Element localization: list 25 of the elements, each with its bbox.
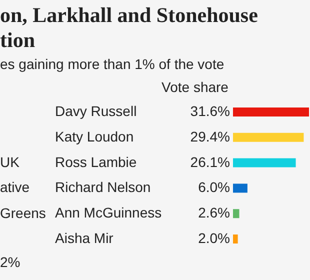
y-tick-label: Ross Lambie: [55, 154, 137, 170]
y-tick-label: Davy Russell: [55, 103, 137, 119]
data-label: 2.0%: [198, 230, 230, 246]
text: UK: [0, 154, 20, 170]
data-label: 2.6%: [198, 204, 230, 221]
x-axis-title: Vote share: [162, 79, 229, 95]
text: ative: [0, 179, 30, 195]
bar: [233, 184, 248, 193]
text: es gaining more than 1% of the vote: [0, 56, 224, 72]
y-tick-label: Katy Loudon: [55, 128, 134, 144]
y-tick-label: Richard Nelson: [55, 179, 151, 196]
bar: [233, 132, 304, 142]
bar: [233, 108, 309, 116]
data-label: 26.1%: [190, 154, 230, 170]
bar: [233, 209, 240, 218]
bar: [233, 158, 296, 168]
text: Greens: [0, 205, 46, 221]
bar: [233, 234, 238, 244]
y-tick-label: Aisha Mir: [55, 230, 114, 246]
text: 2%: [0, 254, 20, 270]
chart-title: on, Larkhall and Stonehouse tion: [0, 3, 258, 52]
data-label: 31.6%: [190, 103, 230, 119]
data-label: 6.0%: [198, 179, 230, 196]
y-tick-label: Ann McGuinness: [55, 204, 162, 221]
data-label: 29.4%: [190, 128, 230, 144]
